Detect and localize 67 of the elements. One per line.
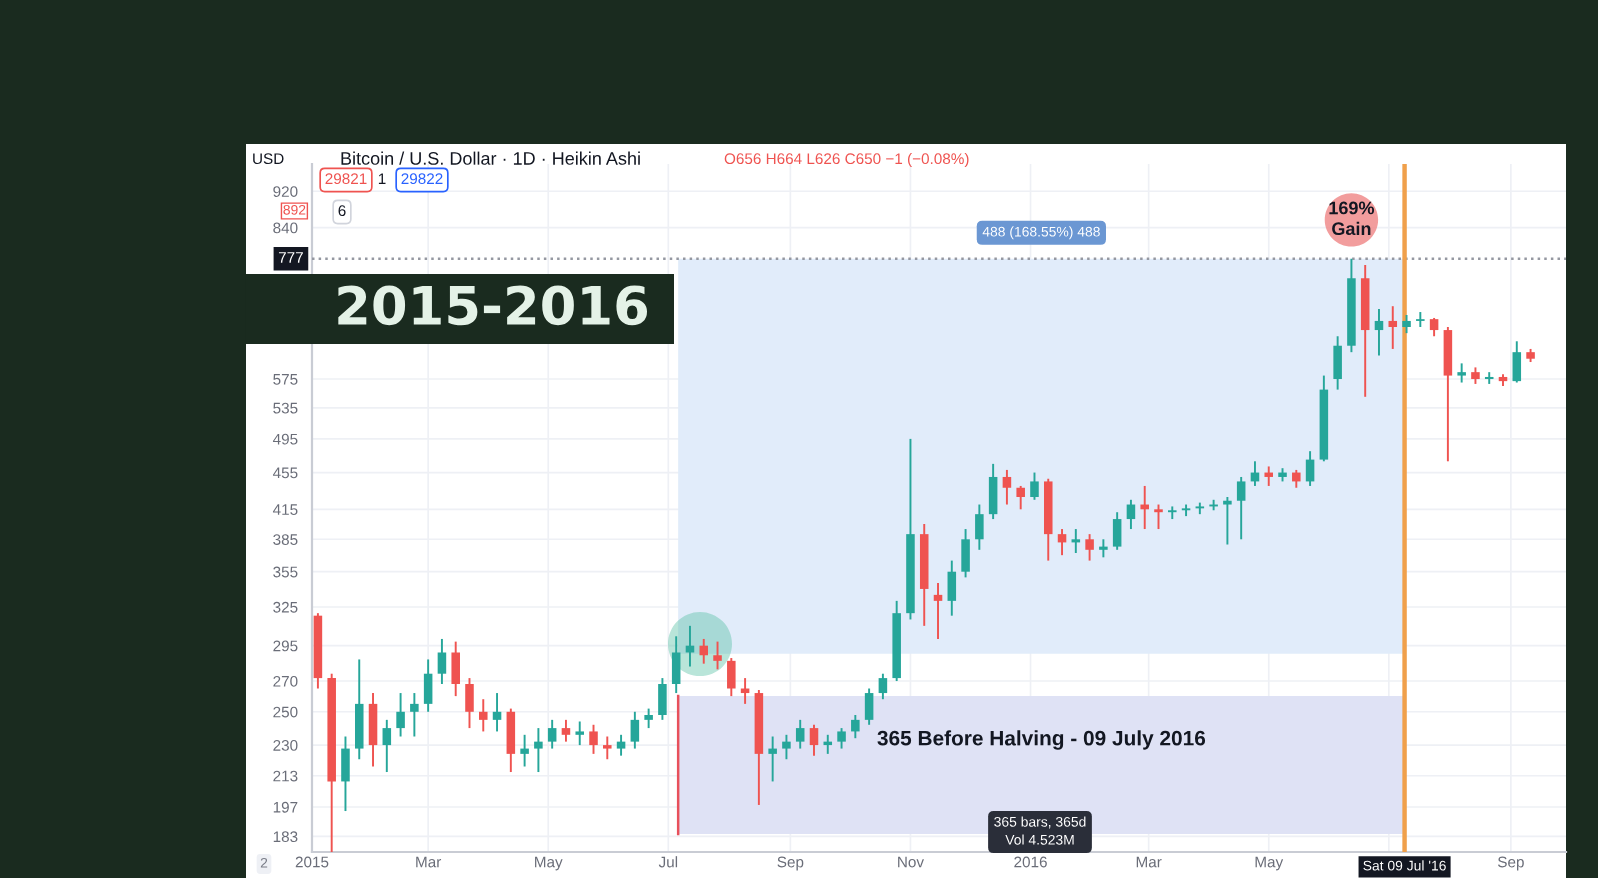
candlestick bbox=[630, 710, 640, 750]
candlestick bbox=[1333, 335, 1342, 391]
annotation: 169% Gain bbox=[1329, 201, 1375, 236]
chart-subtitle: Bitcoin / U.S. Dollar · 1D · Heikin Ashi bbox=[341, 151, 640, 165]
candlestick bbox=[988, 462, 998, 521]
candlestick bbox=[534, 727, 543, 774]
candlestick bbox=[1305, 450, 1315, 487]
candlestick bbox=[1057, 528, 1067, 557]
candlestick bbox=[575, 720, 584, 747]
candlestick bbox=[465, 677, 474, 730]
candlestick bbox=[479, 698, 488, 733]
candlestick bbox=[809, 723, 819, 757]
candlestick bbox=[396, 692, 405, 738]
candlestick bbox=[975, 503, 984, 551]
candlestick bbox=[410, 692, 419, 738]
candlestick bbox=[492, 692, 502, 733]
candlestick bbox=[603, 735, 612, 761]
candlestick bbox=[768, 735, 777, 783]
candlestick bbox=[1388, 305, 1398, 350]
candlestick bbox=[1374, 308, 1384, 357]
candlestick bbox=[382, 718, 392, 774]
candlestick bbox=[451, 640, 460, 698]
candlestick bbox=[368, 692, 378, 768]
candlestick bbox=[851, 714, 860, 740]
candlestick bbox=[1030, 471, 1039, 501]
candlestick bbox=[1264, 465, 1274, 487]
candlestick bbox=[878, 672, 888, 701]
candlestick bbox=[671, 635, 681, 695]
candlestick bbox=[589, 723, 598, 755]
candlestick bbox=[837, 727, 846, 750]
candlestick bbox=[1112, 511, 1122, 551]
candlestick bbox=[947, 559, 957, 617]
candlestick bbox=[699, 637, 709, 665]
candlestick bbox=[1402, 314, 1411, 335]
candlestick bbox=[1512, 340, 1522, 384]
candlestick bbox=[520, 733, 529, 768]
candlestick bbox=[1016, 484, 1025, 511]
candlestick bbox=[1154, 503, 1163, 531]
candlestick bbox=[1002, 468, 1012, 506]
candlestick bbox=[354, 658, 364, 761]
candlestick bbox=[1099, 538, 1108, 559]
candlestick bbox=[961, 528, 970, 579]
candlestick bbox=[727, 657, 736, 698]
text: 2015-2016 bbox=[338, 285, 648, 326]
candlestick bbox=[782, 733, 791, 761]
candlestick bbox=[644, 707, 653, 730]
candlestick bbox=[864, 687, 874, 726]
candlestick bbox=[1416, 311, 1425, 328]
candlestick bbox=[713, 640, 722, 671]
candlestick bbox=[547, 718, 557, 750]
candlestick bbox=[658, 677, 667, 721]
candlestick bbox=[561, 718, 571, 743]
candlestick bbox=[506, 707, 516, 774]
candlestick bbox=[437, 637, 447, 685]
candlestick bbox=[1126, 498, 1136, 531]
candlestick bbox=[616, 733, 626, 757]
band-label: 365 Before Halving - 09 July 2016 bbox=[877, 730, 1206, 750]
candlestick bbox=[795, 718, 805, 750]
candlestick bbox=[1457, 362, 1466, 384]
candlestick bbox=[1236, 476, 1246, 541]
candlestick bbox=[1429, 316, 1439, 338]
candlestick bbox=[933, 582, 943, 640]
candlestick bbox=[1443, 326, 1453, 463]
candlestick bbox=[1085, 533, 1094, 562]
candlestick bbox=[341, 735, 350, 813]
candlestick bbox=[1223, 496, 1232, 546]
candlestick bbox=[423, 658, 433, 713]
